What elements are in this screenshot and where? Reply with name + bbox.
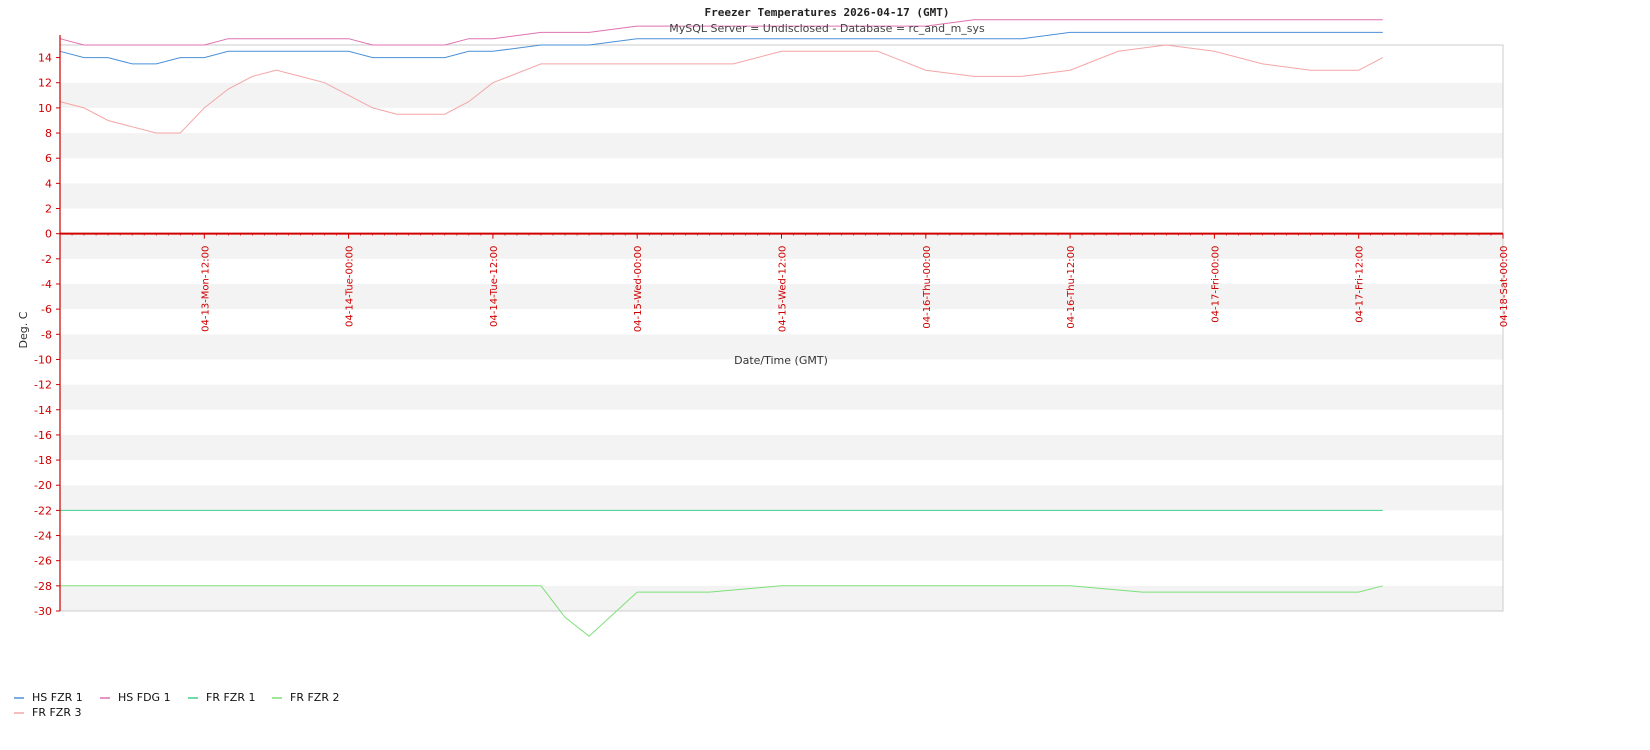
grid-band [60, 334, 1503, 360]
y-tick-label: -30 [34, 605, 52, 618]
x-tick-label: 04-15-Wed-00:00 [633, 246, 644, 333]
x-tick-label: 04-16-Thu-12:00 [1066, 246, 1077, 329]
x-axis-label: Date/Time (GMT) [734, 354, 828, 367]
y-tick-label: -10 [34, 353, 52, 366]
grid-band [60, 409, 1503, 435]
x-tick-label: 04-17-Fri-00:00 [1210, 246, 1221, 323]
y-tick-label: -12 [34, 379, 52, 392]
x-tick-label: 04-15-Wed-12:00 [778, 246, 789, 333]
x-tick-label: 04-18-Sat-00:00 [1499, 246, 1510, 328]
y-tick-label: -28 [34, 580, 52, 593]
chart-subtitle: MySQL Server = Undisclosed - Database = … [669, 22, 985, 35]
chart-title: Freezer Temperatures 2026-04-17 (GMT) [704, 6, 949, 19]
y-axis-label: Deg. C [17, 311, 30, 348]
y-tick-label: 10 [38, 102, 52, 115]
grid-band [60, 107, 1503, 134]
grid-band [60, 158, 1503, 184]
grid-band [60, 535, 1503, 561]
grid-band [60, 82, 1503, 108]
y-ticks: 14 12 10 8 6 4 2 0 -2 -4 -6 -8 -10 -12 -14 -16 -18 -20 -22… [34, 52, 60, 618]
y-tick-label: -18 [34, 454, 52, 467]
x-tick-label: 04-13-Mon-12:00 [200, 246, 211, 332]
y-tick-label: -20 [34, 479, 52, 492]
grid-band [60, 183, 1503, 209]
legend-label: HS FDG 1 [118, 691, 171, 704]
series-line-1 [59, 31, 1383, 65]
x-tick-label: 04-14-Tue-00:00 [345, 246, 356, 327]
plot-bands [60, 45, 1503, 611]
series-line-5 [59, 44, 1384, 134]
grid-band [60, 560, 1503, 586]
legend-label: FR FZR 2 [290, 691, 339, 704]
series-line-2 [59, 19, 1383, 46]
x-tick-label: 04-16-Thu-00:00 [922, 246, 933, 329]
y-tick-label: -22 [34, 504, 52, 517]
grid-band [60, 585, 1503, 611]
y-tick-label: -6 [41, 303, 52, 316]
series-layer [59, 19, 1384, 637]
y-tick-label: 2 [45, 203, 52, 216]
y-tick-label: -26 [34, 555, 52, 568]
grid-band [60, 57, 1503, 83]
grid-band [60, 434, 1503, 461]
y-tick-label: -14 [34, 404, 52, 417]
grid-band [60, 258, 1503, 284]
y-tick-label: 0 [45, 228, 52, 241]
legend-label: FR FZR 3 [32, 706, 81, 719]
x-ticks: 04-13-Mon-12:00 04-14-Tue-00:00 04-14-Tue-… [71, 233, 1510, 333]
y-tick-label: 4 [45, 177, 52, 190]
grid-band [60, 384, 1503, 410]
grid-band [60, 485, 1503, 511]
y-tick-label: 12 [38, 77, 52, 90]
grid-band [60, 359, 1503, 385]
y-tick-label: -8 [41, 328, 52, 341]
series-line-4 [60, 585, 1383, 637]
grid-band [60, 208, 1503, 234]
grid-band [60, 460, 1503, 486]
grid-band [60, 309, 1503, 335]
legend-label: FR FZR 1 [206, 691, 255, 704]
y-tick-label: 14 [38, 52, 52, 65]
y-tick-label: 8 [45, 127, 52, 140]
y-tick-label: -16 [34, 429, 52, 442]
x-tick-label: 04-17-Fri-12:00 [1355, 246, 1366, 323]
grid-band [60, 133, 1503, 159]
y-tick-label: -4 [41, 278, 52, 291]
legend-label: HS FZR 1 [32, 691, 83, 704]
y-tick-label: 6 [45, 152, 52, 165]
y-tick-label: -24 [34, 530, 52, 543]
y-tick-label: -2 [41, 253, 52, 266]
legend: HS FZR 1 HS FDG 1 FR FZR 1 FR FZR 2 FR FZR 3 [14, 691, 339, 719]
grid-band [60, 510, 1503, 536]
grid-band [60, 283, 1503, 310]
x-tick-label: 04-14-Tue-12:00 [489, 246, 500, 327]
